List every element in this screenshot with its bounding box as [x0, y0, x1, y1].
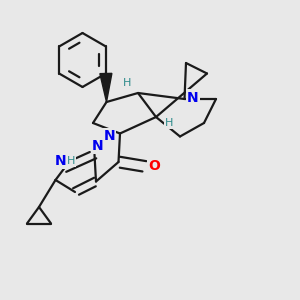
Text: N: N [92, 139, 103, 152]
Text: H: H [123, 77, 132, 88]
Text: N: N [55, 154, 67, 168]
Text: N: N [187, 91, 199, 104]
Text: O: O [148, 159, 160, 173]
Polygon shape [100, 74, 112, 102]
Text: H: H [164, 118, 173, 128]
Text: H: H [67, 156, 75, 167]
Text: N: N [104, 130, 115, 143]
